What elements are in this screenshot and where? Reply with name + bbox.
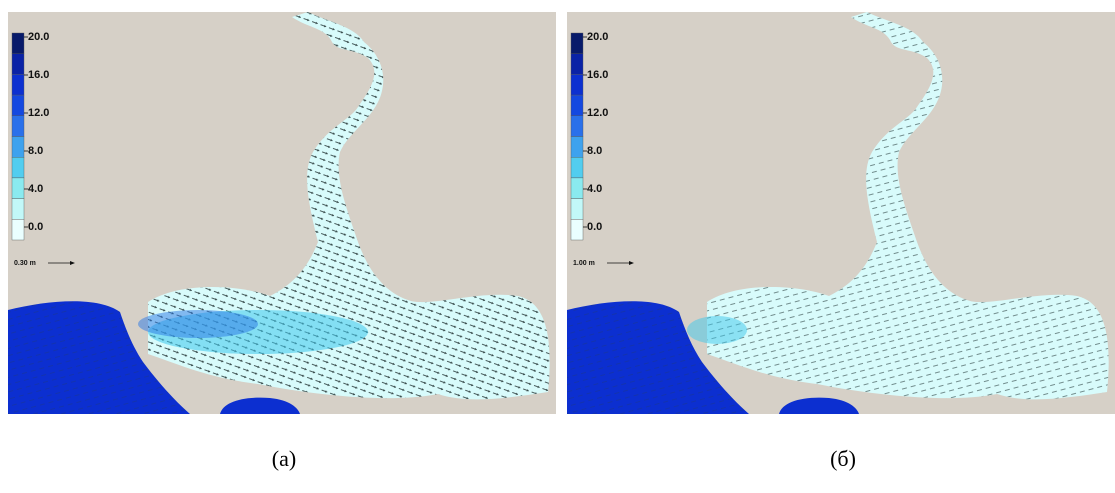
legend-swatch <box>570 32 584 54</box>
legend-label: 12.0 <box>587 107 608 119</box>
legend-swatch <box>570 177 584 199</box>
legend-swatch <box>11 94 25 116</box>
velocity-zone <box>687 316 747 344</box>
legend-swatch <box>11 177 25 199</box>
map-panel: 20.0 16.0 12.0 8.0 4.0 0.0 1.00 m <box>567 12 1115 414</box>
sea-arrows <box>8 301 190 414</box>
river-arrows <box>148 12 550 400</box>
sea <box>220 397 300 414</box>
velocity-zone <box>138 310 258 338</box>
legend-swatch <box>11 198 25 220</box>
legend-swatch <box>570 198 584 220</box>
legend-swatch <box>570 94 584 116</box>
map-panel: 20.0 16.0 12.0 8.0 4.0 0.0 0.30 m <box>8 12 556 414</box>
legend-label: 4.0 <box>587 183 602 195</box>
river-arrows <box>707 12 1109 400</box>
legend-label: 20.0 <box>28 31 49 43</box>
legend-swatch <box>11 74 25 96</box>
legend-swatch <box>570 136 584 158</box>
legend-swatch <box>11 136 25 158</box>
caption: (a) <box>272 446 296 471</box>
legend-swatch <box>11 115 25 137</box>
legend-swatch <box>11 156 25 179</box>
scale-label: 0.30 m <box>14 260 36 267</box>
legend-label: 20.0 <box>587 31 608 43</box>
legend-swatch <box>570 74 584 96</box>
scale-label: 1.00 m <box>573 260 595 267</box>
legend-label: 12.0 <box>28 107 49 119</box>
legend-swatch <box>11 53 25 75</box>
sea <box>779 397 859 414</box>
legend-label: 8.0 <box>587 145 602 157</box>
scale-arrowhead <box>629 261 634 265</box>
legend-swatch <box>570 156 584 179</box>
legend-swatch <box>11 32 25 54</box>
legend-swatch <box>11 219 25 241</box>
legend-swatch <box>570 53 584 75</box>
caption: (б) <box>830 446 856 471</box>
legend-label: 16.0 <box>28 69 49 81</box>
legend-label: 0.0 <box>587 221 602 233</box>
legend-label: 16.0 <box>587 69 608 81</box>
legend-swatch <box>570 219 584 241</box>
legend-swatch <box>570 115 584 137</box>
legend-label: 4.0 <box>28 183 43 195</box>
legend-label: 8.0 <box>28 145 43 157</box>
scale-arrowhead <box>70 261 75 265</box>
legend-label: 0.0 <box>28 221 43 233</box>
sea-arrows <box>567 301 749 414</box>
